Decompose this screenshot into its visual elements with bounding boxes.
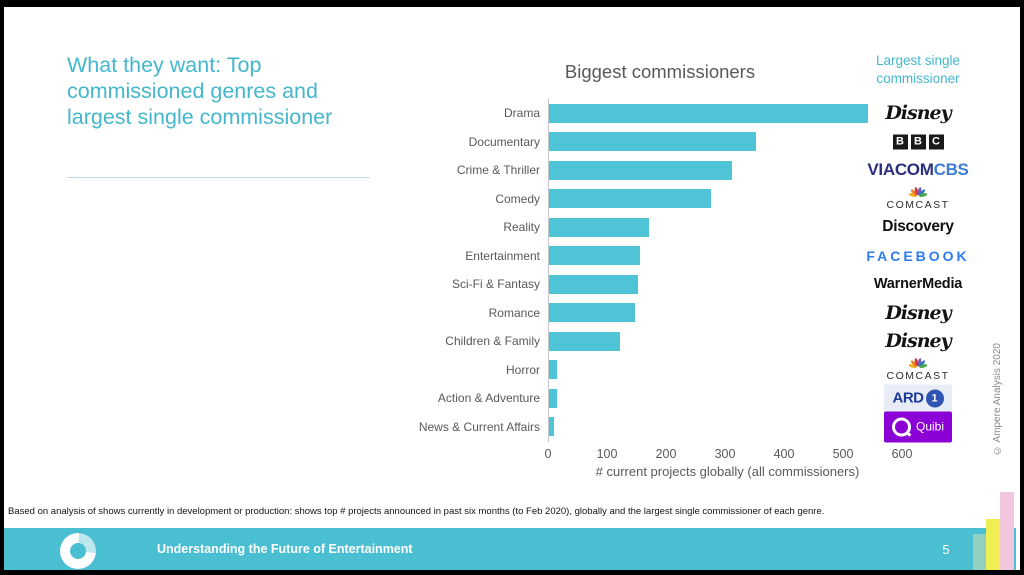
footer-bar <box>4 528 1016 570</box>
ard-logo: ARD 1 <box>884 384 952 412</box>
x-tick-label: 600 <box>891 447 913 461</box>
bbc-logo-letter: C <box>928 134 944 150</box>
logo-facebook: FACEBOOK <box>845 248 991 264</box>
nbc-peacock-icon <box>909 357 927 368</box>
letterbox-left <box>0 0 4 575</box>
bbc-logo-letter: B <box>910 134 926 150</box>
ard-logo-text: ARD <box>892 389 925 407</box>
logo-disney: Disney <box>845 302 991 324</box>
bar <box>549 417 554 437</box>
page-number: 5 <box>942 541 950 557</box>
quibi-logo-text: Quibi <box>915 419 944 434</box>
viacomcbs-logo: VIACOMCBS <box>867 160 969 180</box>
bar <box>549 360 557 380</box>
category-label: News & Current Affairs <box>418 419 540 434</box>
category-label: Entertainment <box>465 248 540 263</box>
comcast-logo: COMCAST <box>886 186 950 211</box>
logo-comcast: COMCAST <box>845 357 991 382</box>
category-label: Crime & Thriller <box>456 163 540 178</box>
letterbox-right <box>1020 0 1024 575</box>
discovery-logo-text: Discovery <box>882 218 954 236</box>
title-underline <box>67 177 370 178</box>
bar <box>549 388 557 408</box>
logo-discovery: Discovery <box>845 218 991 236</box>
y-axis-line <box>548 99 549 442</box>
chart-title: Biggest commissioners <box>564 61 756 82</box>
nbc-peacock-icon <box>909 186 927 197</box>
bbc-logo-letter: B <box>892 134 908 150</box>
category-label: Action & Adventure <box>437 391 540 406</box>
slide-title-line: commissioned genres and <box>67 79 318 103</box>
logo-comcast: COMCAST <box>845 186 991 211</box>
category-label: Drama <box>503 106 540 121</box>
bar <box>549 189 712 209</box>
viacomcbs-logo-part: CBS <box>933 160 969 180</box>
slide-title-line: What they want: Top <box>67 53 262 77</box>
largest-commissioner-header: Largest single commissioner <box>843 52 993 88</box>
comcast-logo-text: COMCAST <box>886 198 950 211</box>
bar <box>549 160 732 180</box>
disney-logo-text: Disney <box>885 102 951 125</box>
disney-logo-text: Disney <box>885 330 951 353</box>
category-label: Children & Family <box>445 334 540 349</box>
largest-commissioner-header-line: commissioner <box>876 71 960 86</box>
comcast-logo-text: COMCAST <box>886 369 950 382</box>
letterbox-bottom <box>0 570 1024 575</box>
x-axis-label: # current projects globally (all commiss… <box>595 464 860 479</box>
slide-title: What they want: Top commissioned genres … <box>67 52 397 130</box>
logo-disney: Disney <box>845 102 991 124</box>
logo-viacomcbs: VIACOMCBS <box>845 160 991 180</box>
logo-disney: Disney <box>845 330 991 352</box>
bar <box>549 303 635 323</box>
x-tick-label: 0 <box>544 447 552 461</box>
bar <box>549 246 641 266</box>
ard-logo-one: 1 <box>925 389 944 408</box>
quibi-logo: Quibi <box>884 411 952 443</box>
viacomcbs-logo-part: VIACOM <box>867 160 934 180</box>
ampere-donut-hole <box>70 543 86 559</box>
x-tick-label: 100 <box>596 447 618 461</box>
decorative-stripe-pink <box>1000 492 1014 570</box>
slide-title-line: largest single commissioner <box>67 105 333 129</box>
ampere-donut-logo <box>60 533 96 569</box>
x-tick-label: 300 <box>714 447 736 461</box>
logo-ard: ARD 1 <box>845 384 991 412</box>
category-label: Horror <box>505 362 540 377</box>
x-tick-label: 200 <box>655 447 677 461</box>
x-tick-label: 500 <box>832 447 854 461</box>
footer-tagline: Understanding the Future of Entertainmen… <box>157 542 413 556</box>
category-label: Comedy <box>495 191 540 206</box>
logo-warnermedia: WarnerMedia <box>845 276 991 292</box>
copyright-vertical-text: © Ampere Analysis 2020 <box>992 342 1003 456</box>
letterbox-top <box>0 0 1024 7</box>
bar <box>549 217 650 237</box>
largest-commissioner-header-line: Largest single <box>875 53 961 68</box>
x-tick-label: 400 <box>773 447 795 461</box>
quibi-q-icon <box>891 417 911 437</box>
facebook-logo-text: FACEBOOK <box>866 247 970 264</box>
logo-quibi: Quibi <box>845 411 991 443</box>
category-label: Sci-Fi & Fantasy <box>451 277 540 292</box>
decorative-stripe-yellow <box>986 519 1000 570</box>
bar <box>549 132 756 152</box>
category-label: Reality <box>503 220 540 235</box>
bar <box>549 274 638 294</box>
comcast-logo: COMCAST <box>886 357 950 382</box>
bar <box>549 103 868 123</box>
decorative-stripe-green <box>973 534 986 570</box>
disney-logo-text: Disney <box>885 301 951 324</box>
warnermedia-logo-text: WarnerMedia <box>873 276 963 293</box>
bar <box>549 331 620 351</box>
category-label: Documentary <box>468 134 540 149</box>
footnote: Based on analysis of shows currently in … <box>8 506 825 517</box>
category-label: Romance <box>488 305 540 320</box>
